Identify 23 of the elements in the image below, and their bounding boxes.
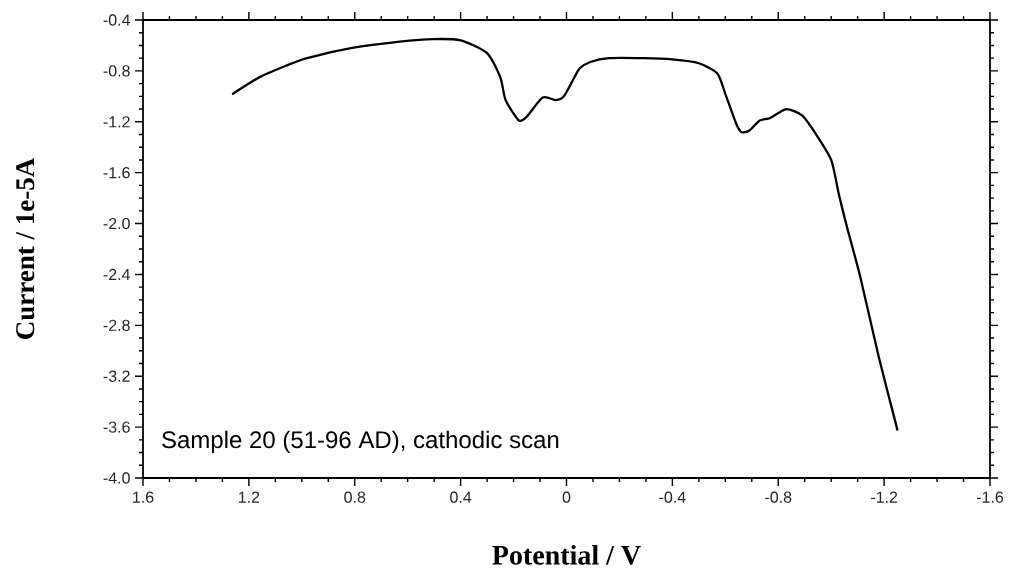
x-tick-label: -1.6 <box>976 491 1004 503</box>
x-tick-label: -1.2 <box>871 491 898 503</box>
annotation: Sample 20 (51-96 AD), cathodic scan <box>162 430 559 454</box>
y-tick-label: -1.6 <box>103 167 130 179</box>
x-tick-label: 0.8 <box>344 491 366 503</box>
y-axis-title: Current / 1e-5A <box>16 157 35 339</box>
x-tick-label: 1.6 <box>133 491 154 503</box>
x-tick-label: 1.2 <box>238 491 260 503</box>
y-tick-label: -2.0 <box>103 217 130 230</box>
x-tick-label: 0 <box>562 491 571 503</box>
y-tick-label: -4.0 <box>103 472 130 484</box>
x-tick-label: -0.8 <box>765 491 792 503</box>
x-tick-label: 0.4 <box>450 491 472 503</box>
y-tick-label: -0.8 <box>103 65 130 77</box>
y-tick-label: -1.2 <box>103 116 130 128</box>
line-series <box>231 37 899 431</box>
y-tick-label: -2.8 <box>103 319 130 331</box>
y-tick-label: -2.4 <box>103 268 131 281</box>
x-axis-title: Potential / V <box>492 545 641 565</box>
y-tick-label: -3.2 <box>103 370 130 382</box>
y-tick-label: -3.6 <box>103 421 130 433</box>
x-tick-label: -0.4 <box>659 491 686 503</box>
y-tick-label: -0.4 <box>103 14 131 26</box>
